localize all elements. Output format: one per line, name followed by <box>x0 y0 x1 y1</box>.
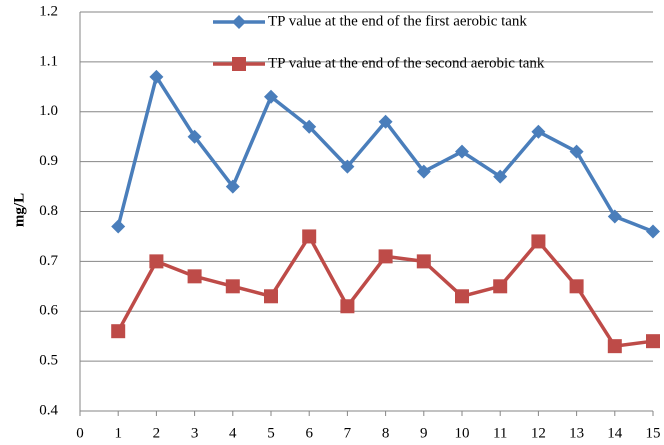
x-tick-label: 13 <box>569 425 584 441</box>
point <box>264 89 278 104</box>
point <box>493 279 508 294</box>
point <box>340 299 355 314</box>
x-tick-label: 6 <box>305 425 313 441</box>
y-tick-label: 0.5 <box>39 353 58 369</box>
x-tick-label: 5 <box>267 425 275 441</box>
y-tick-label: 0.4 <box>39 402 58 418</box>
point <box>646 224 660 239</box>
point <box>493 169 508 184</box>
point <box>607 209 622 224</box>
x-tick-label: 0 <box>76 425 84 441</box>
point <box>225 179 240 194</box>
x-tick-label: 3 <box>191 425 199 441</box>
point <box>531 124 546 139</box>
point <box>455 144 469 159</box>
point <box>149 254 164 269</box>
x-tick-label: 8 <box>382 425 390 441</box>
point <box>302 229 317 244</box>
x-tick-label: 12 <box>531 425 546 441</box>
point <box>416 254 431 269</box>
point <box>187 269 202 284</box>
point <box>264 289 278 304</box>
point <box>187 129 202 144</box>
point <box>111 324 126 339</box>
point <box>340 159 355 174</box>
point <box>569 144 584 159</box>
y-tick-label: 0.7 <box>39 253 58 269</box>
x-tick-label: 4 <box>229 425 237 441</box>
x-tick-label: 9 <box>420 425 428 441</box>
x-tick-label: 15 <box>646 425 661 441</box>
x-tick-label: 2 <box>153 425 161 441</box>
y-tick-label: 1.2 <box>39 3 58 19</box>
point <box>225 279 240 294</box>
point <box>455 289 469 304</box>
legend-label: TP value at the end of the first aerobic… <box>268 13 527 29</box>
point <box>607 339 622 354</box>
x-tick-label: 14 <box>607 425 623 441</box>
x-tick-label: 1 <box>114 425 122 441</box>
y-tick-label: 0.6 <box>39 303 58 319</box>
x-tick-label: 10 <box>455 425 470 441</box>
legend-marker <box>232 57 246 71</box>
y-tick-label: 1.0 <box>39 103 58 119</box>
legend-marker <box>232 15 246 29</box>
point <box>111 219 126 234</box>
point <box>378 114 393 129</box>
y-tick-label: 0.9 <box>39 153 58 169</box>
point <box>531 234 546 249</box>
point <box>378 249 393 264</box>
y-tick-label: 1.1 <box>39 53 58 69</box>
point <box>569 279 584 294</box>
y-tick-label: 0.8 <box>39 203 58 219</box>
point <box>646 334 660 349</box>
legend-label: TP value at the end of the second aerobi… <box>268 55 545 71</box>
x-tick-label: 11 <box>493 425 507 441</box>
point <box>149 69 164 84</box>
point <box>302 119 317 134</box>
point <box>416 164 431 179</box>
y-axis-label: mg/L <box>11 193 27 227</box>
x-tick-label: 7 <box>344 425 352 441</box>
